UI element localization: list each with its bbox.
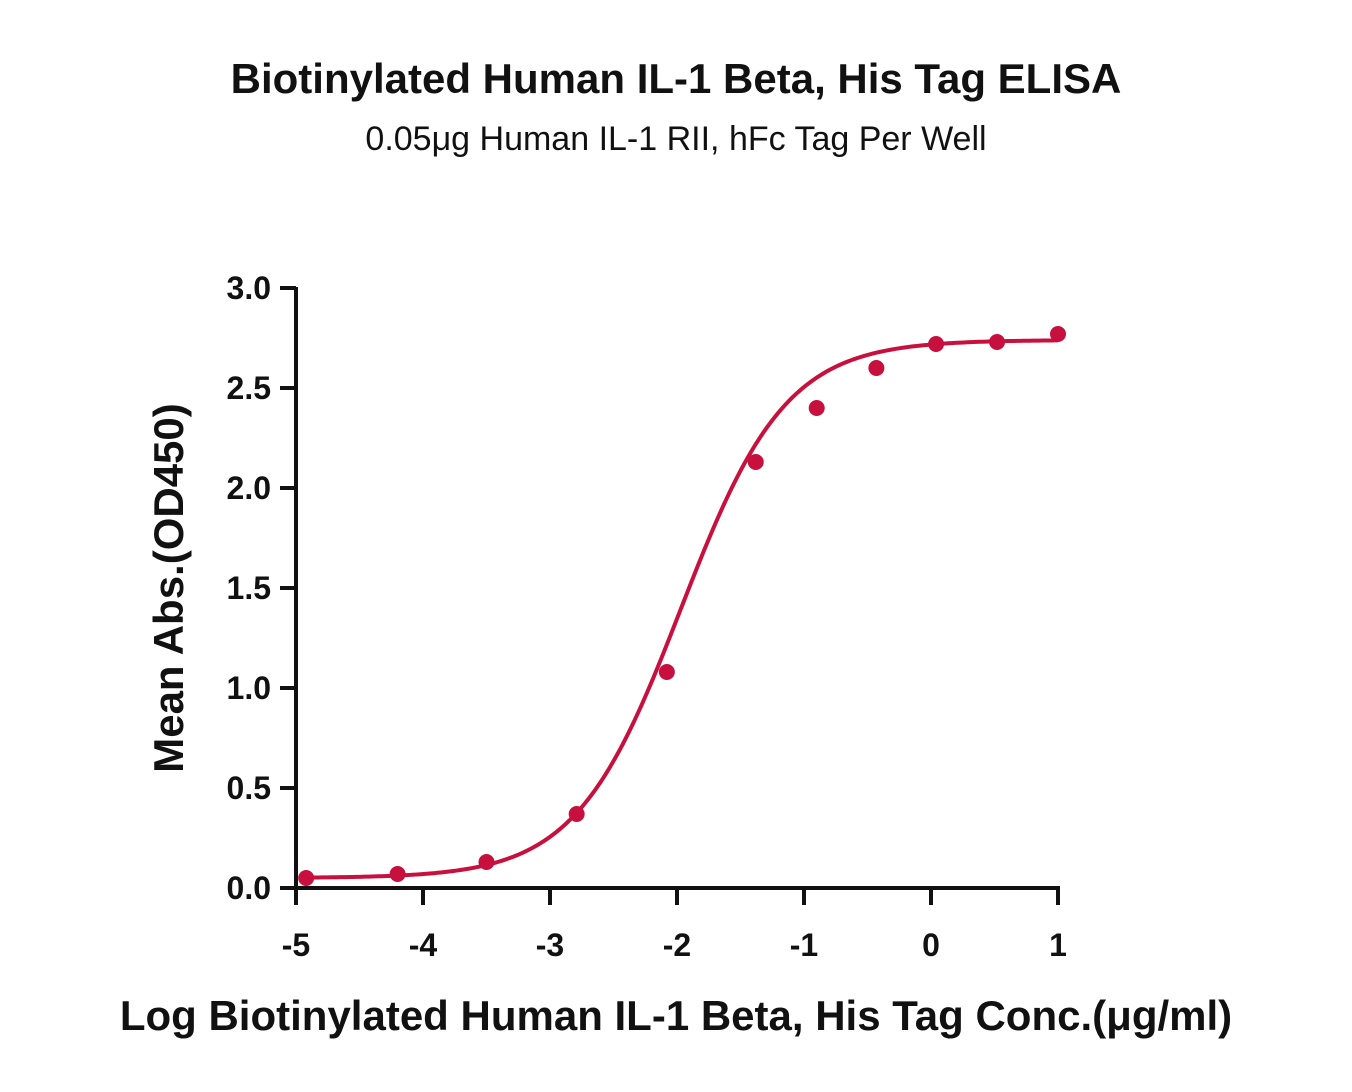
data-point <box>868 360 885 376</box>
chart-subtitle: 0.05μg Human IL-1 RII, hFc Tag Per Well <box>365 120 986 158</box>
y-tick-label: 2.5 <box>227 370 271 406</box>
data-point <box>389 866 406 882</box>
data-point <box>568 806 585 822</box>
y-tick-label: 0.5 <box>227 770 271 806</box>
y-tick-label: 1.0 <box>227 670 271 706</box>
x-axis-label: Log Biotinylated Human IL-1 Beta, His Ta… <box>120 992 1232 1039</box>
x-tick-label: -2 <box>663 927 691 963</box>
x-tick-label: -3 <box>536 927 564 963</box>
data-point <box>658 664 675 680</box>
x-tick-label: -4 <box>409 927 438 963</box>
y-tick-label: 1.5 <box>227 570 271 606</box>
fit-curve <box>306 338 1059 880</box>
y-axis-label: Mean Abs.(OD450) <box>145 403 192 773</box>
x-tick-label: 1 <box>1049 927 1067 963</box>
x-tick-label: -5 <box>282 927 310 963</box>
data-points <box>298 326 1066 886</box>
y-tick-label: 0.0 <box>227 870 271 906</box>
y-tick-label: 3.0 <box>227 270 271 306</box>
x-tick-label: -1 <box>790 927 818 963</box>
x-ticks: -5 -4 -3 -2 -1 0 1 <box>282 888 1067 963</box>
data-point <box>808 400 825 416</box>
data-point <box>478 854 495 870</box>
x-tick-label: 0 <box>922 927 940 963</box>
data-point <box>298 870 315 886</box>
data-point <box>747 454 764 470</box>
y-tick-label: 2.0 <box>227 470 271 506</box>
data-point <box>1050 326 1066 342</box>
chart-title: Biotinylated Human IL-1 Beta, His Tag EL… <box>231 55 1122 102</box>
y-ticks: 0.0 0.5 1.0 1.5 2.0 2.5 3.0 <box>227 270 296 906</box>
data-point <box>928 336 945 352</box>
data-point <box>989 334 1006 350</box>
